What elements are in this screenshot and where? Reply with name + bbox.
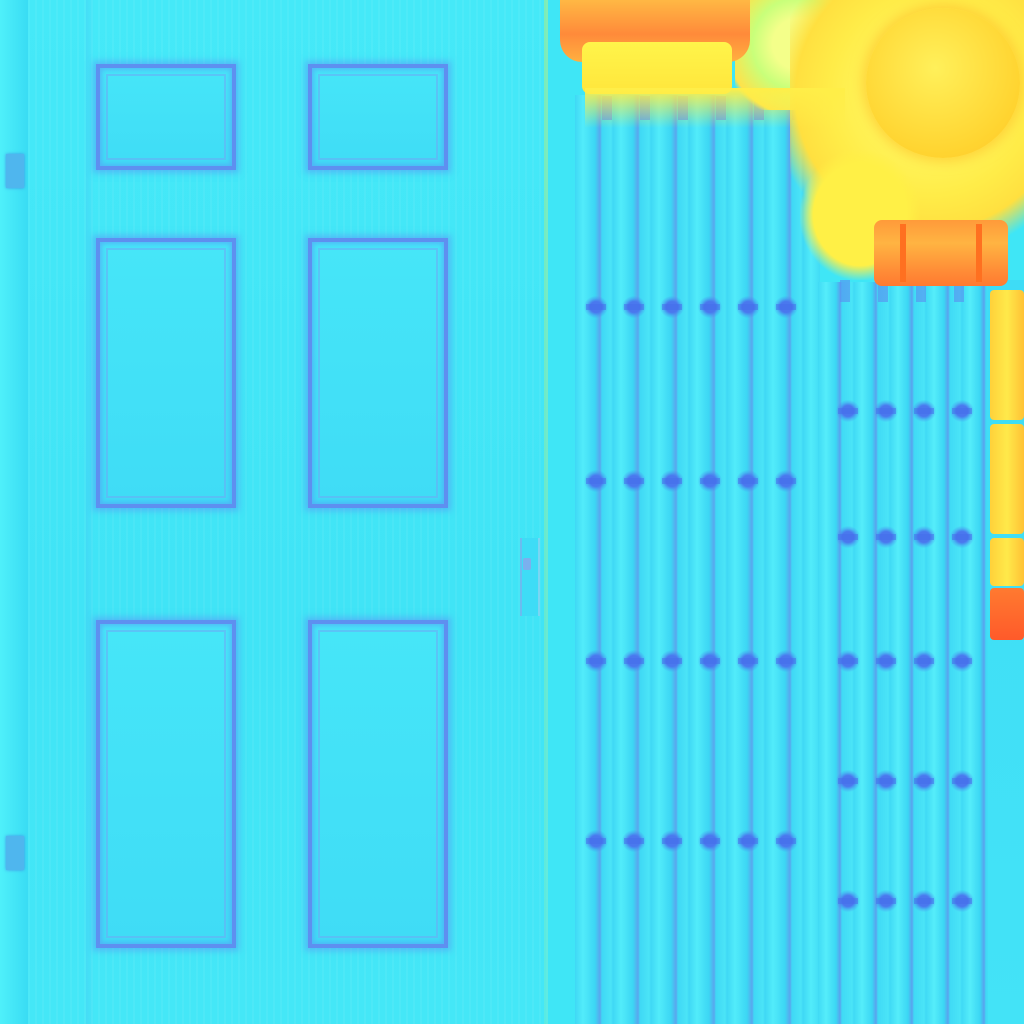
flower-pot-rim: [582, 42, 732, 94]
fence-bolt: [950, 890, 974, 912]
fence-bolt: [736, 296, 760, 318]
fence-bolt: [736, 470, 760, 492]
fence-bolt: [660, 650, 684, 672]
fence-bolt: [584, 830, 608, 852]
yellow-trim: [585, 88, 845, 128]
fence-bolt: [660, 470, 684, 492]
fence-bolt: [836, 890, 860, 912]
door-latch-knob: [523, 558, 531, 570]
fence-bolt: [736, 830, 760, 852]
fence-bolt: [912, 650, 936, 672]
post-segment-lower: [990, 538, 1024, 586]
fence-bolt: [736, 650, 760, 672]
door-texture: [0, 0, 548, 1024]
fence-bolt: [622, 830, 646, 852]
fence-bolt: [912, 526, 936, 548]
fence-bolt: [774, 296, 798, 318]
fence-planks-tall: [575, 95, 820, 1024]
door-panel-middle-right: [308, 238, 448, 508]
door-panel-bottom-right: [308, 620, 448, 948]
fence-bolt: [912, 770, 936, 792]
fence-bolt: [950, 650, 974, 672]
door-rail-shadow: [86, 0, 94, 1024]
fence-bolt: [774, 650, 798, 672]
post-segment-middle: [990, 424, 1024, 534]
fence-bolt: [622, 470, 646, 492]
fence-bolt: [698, 650, 722, 672]
fence-bolt: [874, 650, 898, 672]
post-segment-upper: [990, 290, 1024, 420]
door-hinge-top: [6, 154, 24, 188]
fence-bolt: [584, 296, 608, 318]
fence-bolt: [836, 400, 860, 422]
log-band-right: [976, 224, 982, 282]
fence-bolt: [698, 830, 722, 852]
fence-bolt: [584, 470, 608, 492]
fence-bolt: [912, 890, 936, 912]
fence-bolt: [584, 650, 608, 672]
fence-bolt: [950, 770, 974, 792]
door-panel-bottom-left: [96, 620, 236, 948]
fence-bolt: [660, 830, 684, 852]
fence-bolt: [874, 890, 898, 912]
fence-bolt: [912, 400, 936, 422]
fence-bolt: [622, 650, 646, 672]
fence-bolt: [774, 470, 798, 492]
post-segment-orange: [990, 588, 1024, 640]
door-latch-plate: [520, 538, 540, 616]
door-edge-line: [544, 0, 548, 1024]
fence-bolt: [874, 400, 898, 422]
door-panel-top-right: [308, 64, 448, 170]
fence-bolt: [836, 770, 860, 792]
door-hinge-bottom: [6, 836, 24, 870]
fence-bolt: [698, 296, 722, 318]
door-panel-middle-left: [96, 238, 236, 508]
log-band-left: [900, 224, 906, 282]
fence-bolt: [836, 650, 860, 672]
fence-bolt: [950, 400, 974, 422]
wooden-log: [874, 220, 1008, 286]
fence-bolt: [660, 296, 684, 318]
fence-bolt: [836, 526, 860, 548]
fence-bolt: [622, 296, 646, 318]
sun-icon: [866, 8, 1020, 158]
fence-bolt: [950, 526, 974, 548]
fence-bolt: [774, 830, 798, 852]
door-panel-top-left: [96, 64, 236, 170]
fence-bolt: [874, 770, 898, 792]
fence-bolt: [874, 526, 898, 548]
fence-bolt: [698, 470, 722, 492]
